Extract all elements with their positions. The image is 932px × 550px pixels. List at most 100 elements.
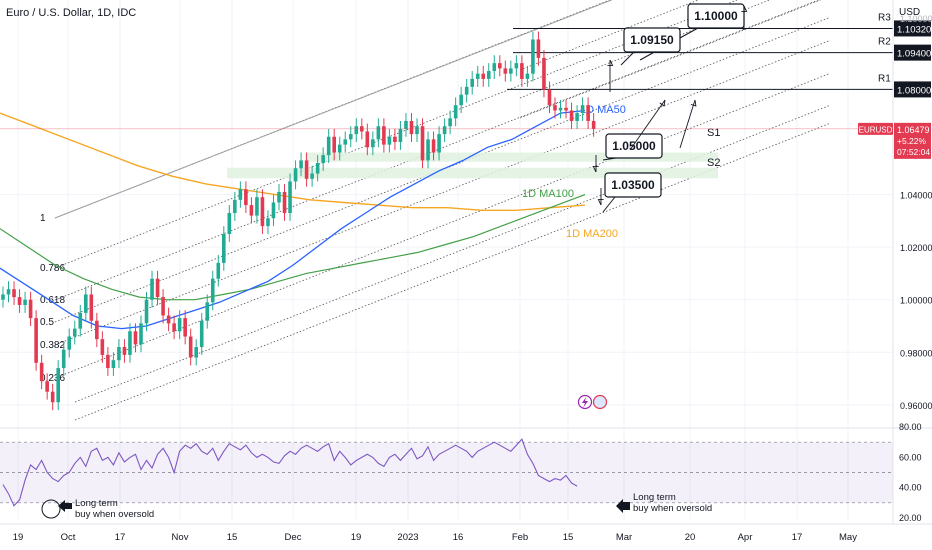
candle [431,139,436,153]
rsi-annotation: Long term [75,498,118,509]
price-tag-countdown: 07:52:04 [897,147,930,157]
candle [128,331,132,355]
resistance-tag [894,81,931,98]
candle [299,160,303,169]
candle [420,126,425,161]
fib-line [54,0,820,301]
candle [387,136,392,145]
support-label: S2 [707,157,720,169]
candle [188,336,193,358]
resistance-label: R2 [878,37,891,48]
x-tick-label: Dec [285,532,302,543]
x-tick-label: 16 [453,532,464,543]
candle [89,294,94,321]
candle [255,197,259,216]
resistance-label: R1 [878,73,891,84]
x-tick-label: Feb [512,532,528,543]
candle [404,120,408,129]
price-tag-value: 1.06479 [897,125,930,135]
rsi-annotation: buy when oversold [633,503,712,514]
candle [183,318,187,337]
arrow-line [679,99,696,149]
x-tick-label: 17 [792,532,803,543]
y-tick-label: 1.10000 [900,14,932,24]
candle [122,347,127,355]
arrow-head [659,99,666,107]
candle [288,181,292,213]
candle [133,331,138,345]
candle [139,323,143,345]
resistance-tag [894,20,931,37]
candle [95,320,99,340]
symbol-tag [858,122,893,135]
candle [199,320,204,348]
chart-title: Euro / U.S. Dollar, 1D, IDC [6,7,137,19]
candle [553,105,557,111]
candle [205,302,210,321]
candle [84,294,88,313]
candle [111,360,116,369]
candle [177,318,182,332]
candle [321,155,325,164]
lightning-glyph [582,397,588,408]
candle [492,63,497,72]
candle [536,39,541,58]
callout-value: 1.05000 [612,139,656,153]
ma100-line [0,194,586,301]
candle [293,168,298,182]
candle [459,94,463,106]
candle [354,126,359,135]
candle [17,297,22,305]
callout-value: 1.03500 [611,178,655,192]
support-resistance-levels: S1 S2 R3 1.10320 R2 1.09400 R1 1.08000 [227,12,931,179]
candle [304,160,309,179]
candle [558,107,563,111]
candle [233,199,237,213]
callout-pointer [602,196,616,213]
oversold-circle [41,499,61,519]
candle [326,136,331,156]
candle [34,318,38,363]
candle [67,336,72,350]
price-tag-change: +5.22% [897,136,927,146]
candle [442,126,447,135]
candle [45,381,49,392]
callout-box [623,27,681,53]
candlesticks [0,31,893,411]
candle [310,173,314,179]
candle [260,197,265,227]
candle [61,349,66,369]
candle [150,278,154,300]
fib-line [54,0,611,219]
price-callouts: 1.10000 1.09150 1.05000 1.03500 [577,3,748,410]
fib-label: 0.786 [40,263,65,274]
ma100-label: 1D MA100 [522,188,574,200]
fib-line [54,17,831,323]
resistance-value: 1.09400 [897,49,931,60]
candle [415,126,419,135]
candle [216,262,221,279]
arrow-line [629,99,666,151]
candle [398,128,403,142]
candle [569,110,574,121]
x-tick-label: 15 [563,532,574,543]
candle [244,189,248,206]
x-tick-label: 19 [13,532,24,543]
candle [106,354,110,369]
fib-line [54,40,831,346]
candle [155,278,160,298]
moving-averages: 1D MA50 1D MA100 1D MA200 [0,104,626,330]
candle [382,126,386,145]
channel-lines: 1 0.786 0.618 0.5 0.382 0.236 [40,0,831,421]
fib-label: 0.618 [40,295,65,306]
resistance-value: 1.08000 [897,85,931,96]
us-flag-icon [592,394,608,410]
resistance-value: 1.10320 [897,24,931,35]
candle [514,63,519,69]
support-zone [227,167,718,179]
candle [393,136,397,142]
candle [23,299,27,305]
